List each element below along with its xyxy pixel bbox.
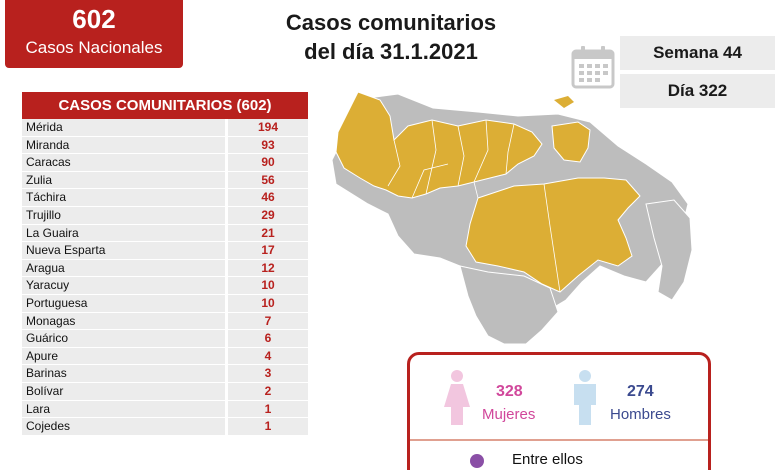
state-name: Miranda (22, 136, 225, 154)
map-region-highlighted (551, 121, 591, 163)
state-value: 4 (228, 347, 308, 365)
state-name: Portuguesa (22, 294, 225, 312)
national-cases-count: 602 (72, 4, 116, 34)
map-region-highlighted (335, 91, 543, 199)
gender-breakdown-panel: 328 Mujeres 274 Hombres Entre ellos (407, 352, 711, 470)
table-row: Barinas 3 (22, 365, 308, 383)
state-name: La Guaira (22, 224, 225, 242)
women-label: Mujeres (482, 406, 536, 423)
table-header: CASOS COMUNITARIOS (602) (22, 92, 308, 119)
calendar-icon (571, 46, 615, 89)
state-name: Nueva Esparta (22, 242, 225, 259)
table-row: Miranda 93 (22, 136, 308, 155)
men-label: Hombres (610, 406, 671, 423)
state-value: 3 (228, 365, 308, 382)
table-row: Monagas 7 (22, 312, 308, 331)
table-row: Apure 4 (22, 347, 308, 366)
table-row: Mérida 194 (22, 119, 308, 137)
state-value: 7 (228, 312, 308, 330)
table-row: Cojedes 1 (22, 418, 308, 436)
state-name: Barinas (22, 365, 225, 382)
person-icon (470, 454, 484, 468)
state-name: Lara (22, 400, 225, 418)
state-value: 1 (228, 400, 308, 418)
state-name: Mérida (22, 119, 225, 136)
state-name: Apure (22, 347, 225, 365)
state-name: Bolívar (22, 382, 225, 400)
state-value: 2 (228, 382, 308, 400)
table-row: Bolívar 2 (22, 382, 308, 401)
table-row: Aragua 12 (22, 259, 308, 278)
state-value: 194 (228, 119, 308, 136)
table-row: Táchira 46 (22, 189, 308, 207)
map-region-highlighted (465, 177, 641, 293)
women-count: 328 (496, 383, 523, 400)
state-name: Caracas (22, 154, 225, 171)
state-name: Zulia (22, 171, 225, 189)
venezuela-map (331, 91, 693, 345)
state-value: 12 (228, 259, 308, 277)
state-value: 10 (228, 294, 308, 312)
state-value: 46 (228, 189, 308, 206)
table-row: Yaracuy 10 (22, 277, 308, 295)
men-count: 274 (627, 383, 654, 400)
table-row: Trujillo 29 (22, 206, 308, 225)
state-value: 10 (228, 277, 308, 294)
title-line-1: Casos comunitarios (285, 10, 497, 35)
table-row: Portuguesa 10 (22, 294, 308, 313)
national-cases-box: 602 Casos Nacionales (5, 0, 183, 68)
male-icon (574, 370, 596, 425)
state-name: Trujillo (22, 206, 225, 224)
state-name: Táchira (22, 189, 225, 206)
state-name: Guárico (22, 330, 225, 347)
week-badge: Semana 44 (620, 36, 775, 70)
state-name: Cojedes (22, 418, 225, 435)
table-row: Nueva Esparta 17 (22, 242, 308, 260)
map-region-amazonas (459, 265, 559, 345)
state-value: 29 (228, 206, 308, 224)
day-badge: Día 322 (620, 74, 775, 108)
map-region-island (554, 96, 574, 108)
table-row: Lara 1 (22, 400, 308, 419)
page-title: Casos comunitarios del día 31.1.2021 (245, 8, 537, 66)
table-row: Caracas 90 (22, 154, 308, 172)
community-cases-table: CASOS COMUNITARIOS (602) Mérida 194 Miran… (22, 92, 308, 436)
state-value: 21 (228, 224, 308, 242)
state-value: 90 (228, 154, 308, 171)
state-name: Yaracuy (22, 277, 225, 294)
divider (410, 439, 708, 441)
female-icon (444, 370, 470, 425)
table-row: Guárico 6 (22, 330, 308, 348)
state-value: 1 (228, 418, 308, 435)
state-value: 6 (228, 330, 308, 347)
state-value: 17 (228, 242, 308, 259)
map-region-delta (645, 199, 693, 301)
title-line-2: del día 31.1.2021 (304, 39, 478, 64)
state-value: 93 (228, 136, 308, 154)
state-name: Aragua (22, 259, 225, 277)
table-row: Zulia 56 (22, 171, 308, 190)
state-value: 56 (228, 171, 308, 189)
extra-note: Entre ellos (512, 451, 583, 468)
table-row: La Guaira 21 (22, 224, 308, 243)
state-name: Monagas (22, 312, 225, 330)
national-cases-label: Casos Nacionales (25, 38, 163, 57)
